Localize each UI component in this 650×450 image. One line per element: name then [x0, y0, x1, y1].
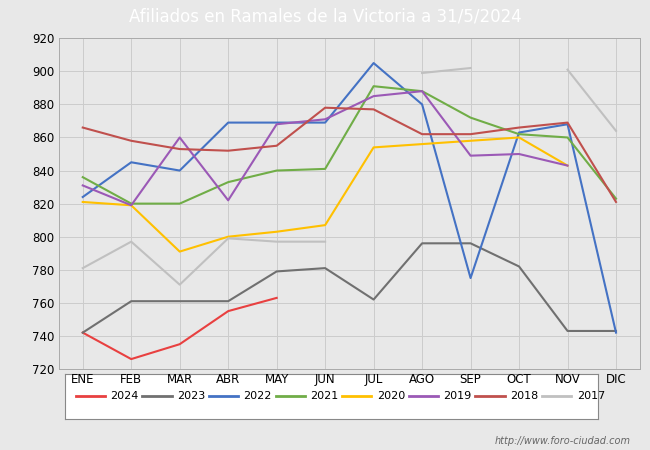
- 2017: [127, 239, 135, 244]
- 2019: [224, 198, 232, 203]
- 2022: [321, 120, 329, 125]
- 2019: [467, 153, 474, 158]
- 2023: [370, 297, 378, 302]
- 2018: [564, 120, 571, 125]
- 2021: [612, 196, 620, 201]
- 2023: [224, 298, 232, 304]
- 2020: [321, 222, 329, 228]
- 2021: [127, 201, 135, 206]
- 2022: [370, 60, 378, 66]
- Text: 2024: 2024: [111, 391, 138, 401]
- 2018: [418, 131, 426, 137]
- 2018: [224, 148, 232, 153]
- 2022: [467, 275, 474, 281]
- 2023: [273, 269, 281, 274]
- 2022: [79, 194, 86, 200]
- 2021: [418, 89, 426, 94]
- Text: 2018: 2018: [510, 391, 538, 401]
- 2017: [273, 239, 281, 244]
- 2021: [224, 180, 232, 185]
- Text: 2017: 2017: [577, 391, 605, 401]
- 2017: [321, 239, 329, 244]
- 2023: [176, 298, 183, 304]
- 2018: [467, 131, 474, 137]
- 2020: [176, 249, 183, 254]
- 2022: [564, 122, 571, 127]
- 2020: [127, 202, 135, 208]
- 2021: [321, 166, 329, 171]
- 2019: [176, 135, 183, 140]
- Text: 2022: 2022: [244, 391, 272, 401]
- 2019: [515, 151, 523, 157]
- 2020: [224, 234, 232, 239]
- 2017: [224, 236, 232, 241]
- 2019: [127, 202, 135, 208]
- 2022: [224, 120, 232, 125]
- Line: 2017: 2017: [83, 238, 325, 285]
- 2023: [321, 266, 329, 271]
- Line: 2019: 2019: [83, 91, 567, 205]
- Text: 2023: 2023: [177, 391, 205, 401]
- 2020: [467, 138, 474, 144]
- Text: 2019: 2019: [443, 391, 472, 401]
- Line: 2023: 2023: [83, 243, 616, 333]
- 2020: [370, 145, 378, 150]
- 2021: [273, 168, 281, 173]
- 2024: [79, 330, 86, 335]
- 2020: [273, 229, 281, 234]
- 2023: [79, 330, 86, 335]
- Line: 2022: 2022: [83, 63, 616, 333]
- 2019: [370, 94, 378, 99]
- Text: 2021: 2021: [310, 391, 339, 401]
- 2018: [127, 138, 135, 144]
- 2020: [418, 141, 426, 147]
- 2023: [564, 328, 571, 333]
- 2019: [79, 183, 86, 188]
- 2017: [79, 266, 86, 271]
- 2019: [564, 163, 571, 168]
- Line: 2018: 2018: [83, 108, 616, 202]
- 2024: [224, 308, 232, 314]
- 2022: [515, 130, 523, 135]
- 2024: [176, 342, 183, 347]
- 2020: [79, 199, 86, 205]
- 2019: [321, 117, 329, 122]
- 2019: [418, 89, 426, 94]
- Text: http://www.foro-ciudad.com: http://www.foro-ciudad.com: [495, 436, 630, 446]
- 2023: [418, 241, 426, 246]
- 2024: [273, 295, 281, 301]
- 2021: [79, 175, 86, 180]
- 2023: [612, 328, 620, 333]
- 2022: [273, 120, 281, 125]
- 2020: [564, 163, 571, 168]
- 2018: [321, 105, 329, 110]
- 2021: [564, 135, 571, 140]
- 2018: [370, 107, 378, 112]
- Line: 2021: 2021: [83, 86, 616, 203]
- 2022: [612, 330, 620, 335]
- 2020: [515, 135, 523, 140]
- 2017: [176, 282, 183, 288]
- 2018: [273, 143, 281, 148]
- 2018: [515, 125, 523, 130]
- 2022: [127, 160, 135, 165]
- 2018: [176, 146, 183, 152]
- 2022: [418, 102, 426, 107]
- Line: 2020: 2020: [83, 137, 567, 252]
- 2021: [515, 131, 523, 137]
- 2018: [79, 125, 86, 130]
- 2023: [467, 241, 474, 246]
- Text: Afiliados en Ramales de la Victoria a 31/5/2024: Afiliados en Ramales de la Victoria a 31…: [129, 8, 521, 26]
- 2023: [515, 264, 523, 269]
- 2022: [176, 168, 183, 173]
- Line: 2024: 2024: [83, 298, 277, 359]
- 2021: [467, 115, 474, 120]
- 2024: [127, 356, 135, 362]
- 2021: [176, 201, 183, 206]
- 2019: [273, 122, 281, 127]
- 2021: [370, 84, 378, 89]
- 2023: [127, 298, 135, 304]
- 2018: [612, 199, 620, 205]
- Text: 2020: 2020: [377, 391, 405, 401]
